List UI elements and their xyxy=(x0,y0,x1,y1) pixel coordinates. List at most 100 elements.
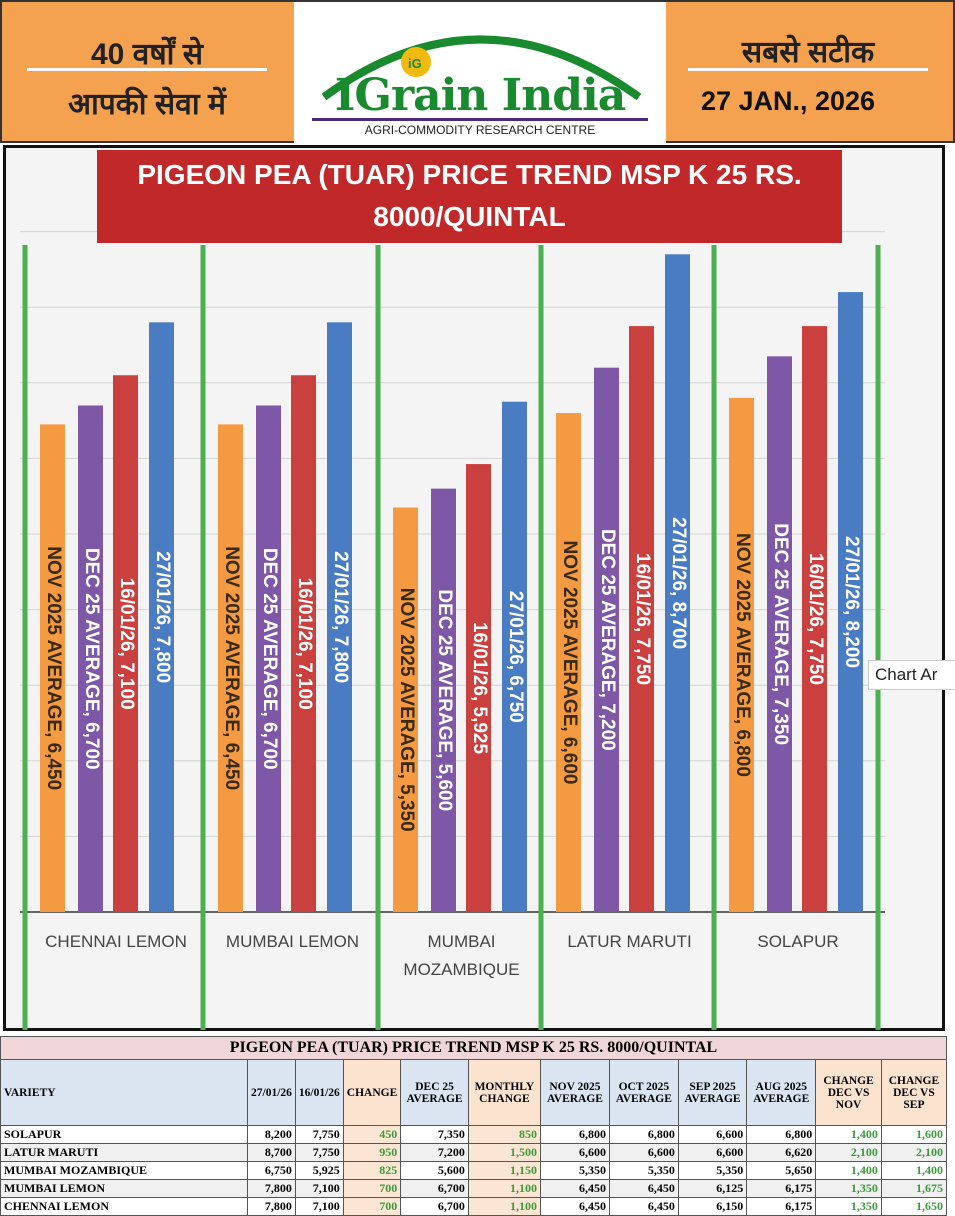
data-label: DEC 25 AVERAGE, 7,200 xyxy=(597,529,618,751)
column-header: CHANGE xyxy=(342,1059,402,1126)
data-label: 16/01/26, 7,100 xyxy=(294,578,315,710)
tagline-1: 40 वर्षों से xyxy=(90,38,204,71)
value-cell: 6,450 xyxy=(539,1179,610,1198)
tagline-2: आपकी सेवा में xyxy=(68,88,226,121)
value-cell: 6,700 xyxy=(400,1197,469,1216)
data-label: NOV 2025 AVERAGE, 6,450 xyxy=(221,546,242,790)
value-cell: 6,600 xyxy=(539,1143,610,1162)
value-cell: 6,450 xyxy=(608,1179,679,1198)
chart-title-line1: PIGEON PEA (TUAR) PRICE TREND MSP K 25 R… xyxy=(137,159,802,190)
column-header: VARIETY xyxy=(0,1059,248,1126)
data-label: DEC 25 AVERAGE, 5,600 xyxy=(434,589,455,811)
table-row: MUMBAI MOZAMBIQUE 6,750 5,925 825 5,600 1,150… xyxy=(0,1161,948,1180)
variety-cell: LATUR MARUTI xyxy=(0,1143,248,1162)
bar xyxy=(594,367,619,912)
column-header: DEC 25 AVERAGE xyxy=(400,1059,469,1126)
column-header: MONTHLY CHANGE xyxy=(467,1059,541,1126)
value-cell: 1,100 xyxy=(467,1179,541,1198)
data-label: NOV 2025 AVERAGE, 6,800 xyxy=(732,533,753,777)
value-cell: 6,800 xyxy=(539,1125,610,1144)
value-cell: 1,100 xyxy=(467,1197,541,1216)
value-cell: 6,750 xyxy=(247,1161,296,1180)
value-cell: 6,800 xyxy=(746,1125,817,1144)
data-label: DEC 25 AVERAGE, 7,350 xyxy=(770,523,791,745)
value-cell: 700 xyxy=(342,1197,402,1216)
data-label: NOV 2025 AVERAGE, 6,450 xyxy=(43,546,64,790)
value-cell: 6,450 xyxy=(608,1197,679,1216)
data-label: 27/01/26, 7,800 xyxy=(152,551,173,683)
header-left: 40 वर्षों से आपकी सेवा में xyxy=(2,2,292,143)
table-row: LATUR MARUTI 8,700 7,750 950 7,200 1,500 6,600… xyxy=(0,1143,948,1162)
header-right: सबसे सटीक 27 JAN., 2026 xyxy=(663,2,953,143)
value-cell: 8,200 xyxy=(247,1125,296,1144)
value-cell: 8,700 xyxy=(247,1143,296,1162)
value-cell: 950 xyxy=(342,1143,402,1162)
bar xyxy=(218,424,243,912)
logo-name: IGrain India xyxy=(334,70,626,121)
table-row: MUMBAI LEMON 7,800 7,100 700 6,700 1,100 6,450… xyxy=(0,1179,948,1198)
data-label: 27/01/26, 6,750 xyxy=(505,591,526,723)
category-label: MUMBAI LEMON xyxy=(226,932,359,951)
data-label: 16/01/26, 7,750 xyxy=(632,553,653,685)
value-cell: 1,650 xyxy=(880,1197,948,1216)
table-caption: PIGEON PEA (TUAR) PRICE TREND MSP K 25 R… xyxy=(0,1036,947,1060)
bar xyxy=(393,507,418,912)
bar xyxy=(838,292,863,913)
column-header: OCT 2025 AVERAGE xyxy=(608,1059,679,1126)
tagline-3: सबसे सटीक xyxy=(741,36,875,69)
value-cell: 5,350 xyxy=(677,1161,748,1180)
bar xyxy=(431,488,456,912)
price-table: PIGEON PEA (TUAR) PRICE TREND MSP K 25 R… xyxy=(0,1036,948,1216)
chart-title: PIGEON PEA (TUAR) PRICE TREND MSP K 25 R… xyxy=(97,150,842,243)
column-header: NOV 2025 AVERAGE xyxy=(539,1059,610,1126)
report-date: 27 JAN., 2026 xyxy=(700,86,876,116)
category-label: LATUR MARUTI xyxy=(567,932,691,951)
bar xyxy=(40,424,65,912)
column-header: AUG 2025 AVERAGE xyxy=(746,1059,817,1126)
data-label: 27/01/26, 8,700 xyxy=(668,517,689,649)
category-label: SOLAPUR xyxy=(757,932,838,951)
value-cell: 2,100 xyxy=(815,1143,882,1162)
data-label: 27/01/26, 7,800 xyxy=(330,551,351,683)
data-label: NOV 2025 AVERAGE, 5,350 xyxy=(396,588,417,832)
value-cell: 700 xyxy=(342,1179,402,1198)
column-header: CHANGE DEC VS NOV xyxy=(815,1059,882,1126)
value-cell: 6,600 xyxy=(677,1143,748,1162)
value-cell: 1,400 xyxy=(815,1161,882,1180)
data-label: 16/01/26, 5,925 xyxy=(469,622,490,754)
value-cell: 6,800 xyxy=(608,1125,679,1144)
data-label: 16/01/26, 7,100 xyxy=(116,578,137,710)
logo-badge: iG xyxy=(408,56,422,71)
bar xyxy=(665,254,690,912)
value-cell: 1,400 xyxy=(880,1161,948,1180)
value-cell: 6,150 xyxy=(677,1197,748,1216)
variety-cell: SOLAPUR xyxy=(0,1125,248,1144)
value-cell: 5,600 xyxy=(400,1161,469,1180)
column-header: SEP 2025 AVERAGE xyxy=(677,1059,748,1126)
table-row: CHENNAI LEMON 7,800 7,100 700 6,700 1,100 6,45… xyxy=(0,1197,948,1216)
bar xyxy=(256,405,281,912)
data-label: NOV 2025 AVERAGE, 6,600 xyxy=(559,541,580,785)
value-cell: 7,800 xyxy=(247,1197,296,1216)
value-cell: 450 xyxy=(342,1125,402,1144)
value-cell: 5,650 xyxy=(746,1161,817,1180)
value-cell: 6,175 xyxy=(746,1197,817,1216)
bar xyxy=(113,375,138,912)
bar xyxy=(802,326,827,913)
bar xyxy=(327,322,352,912)
value-cell: 6,450 xyxy=(539,1197,610,1216)
bar xyxy=(556,413,581,912)
variety-cell: CHENNAI LEMON xyxy=(0,1197,248,1216)
logo-subtitle: AGRI-COMMODITY RESEARCH CENTRE xyxy=(364,123,596,137)
data-label: DEC 25 AVERAGE, 6,700 xyxy=(259,548,280,770)
value-cell: 825 xyxy=(342,1161,402,1180)
value-cell: 1,600 xyxy=(880,1125,948,1144)
value-cell: 5,350 xyxy=(539,1161,610,1180)
value-cell: 1,675 xyxy=(880,1179,948,1198)
value-cell: 7,750 xyxy=(294,1125,344,1144)
bar xyxy=(78,405,103,912)
table-row: SOLAPUR 8,200 7,750 450 7,350 850 6,800 6,800 6,… xyxy=(0,1125,948,1144)
logo-rule xyxy=(312,118,648,121)
bar-chart: NOV 2025 AVERAGE, 6,450 DEC 25 AVERAGE, 6… xyxy=(20,231,885,1030)
bar xyxy=(629,326,654,913)
